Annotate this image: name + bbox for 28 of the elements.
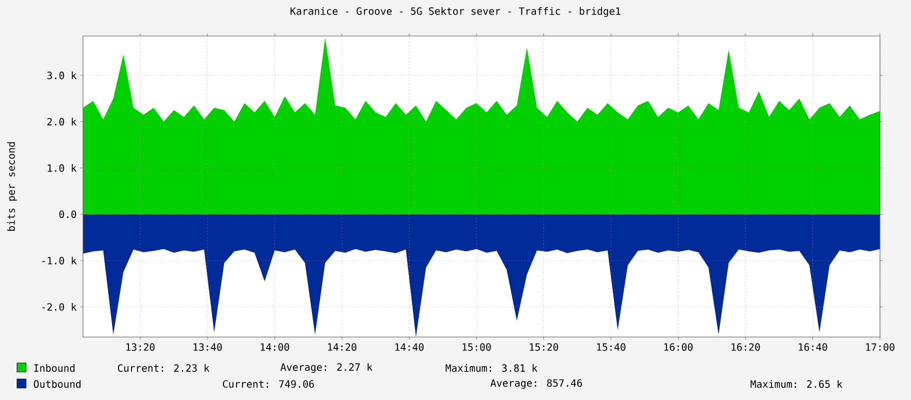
x-tick-label: 13:20 — [126, 343, 155, 351]
x-tick-label: 15:00 — [462, 343, 491, 351]
text: Maximum: 3.81 k — [446, 364, 538, 372]
text: Average: 2.27 k — [280, 363, 372, 373]
x-tick-label: 14:40 — [395, 343, 424, 351]
y-tick-label: 1.0 k — [48, 164, 77, 172]
legend-label: Outbound — [34, 380, 80, 388]
x-tick-label: 13:40 — [194, 343, 222, 351]
x-tick-label: 14:00 — [260, 343, 290, 351]
y-tick-label: 2.0 k — [47, 118, 77, 126]
y-tick-label: -1.0 k — [42, 256, 77, 264]
x-tick-label: 15:20 — [530, 343, 558, 351]
x-tick-label: 16:00 — [664, 343, 693, 351]
y-tick-label: -2.0 k — [42, 303, 77, 311]
chart-title: Karanice - Groove - 5G Sektor sever - Traffic - bridge1 — [290, 7, 620, 17]
y-tick-label: 3.0 k — [47, 71, 77, 80]
x-tick-label: 17:00 — [866, 343, 894, 351]
x-tick-label: 16:20 — [732, 343, 760, 351]
text: Maximum: 2.65 k — [750, 380, 842, 388]
y-axis-title: bits per second — [7, 142, 17, 231]
text: Current: 749.06 — [222, 380, 314, 388]
legend-label: Inbound — [34, 364, 74, 372]
x-tick-label: 15:40 — [597, 343, 626, 351]
x-tick-label: 16:40 — [798, 343, 828, 351]
text: Current: 2.23 k — [118, 364, 210, 372]
y-tick-label: 0.0 — [59, 210, 76, 218]
x-tick-label: 14:20 — [328, 343, 356, 351]
text: Average: 857.46 — [490, 379, 582, 389]
